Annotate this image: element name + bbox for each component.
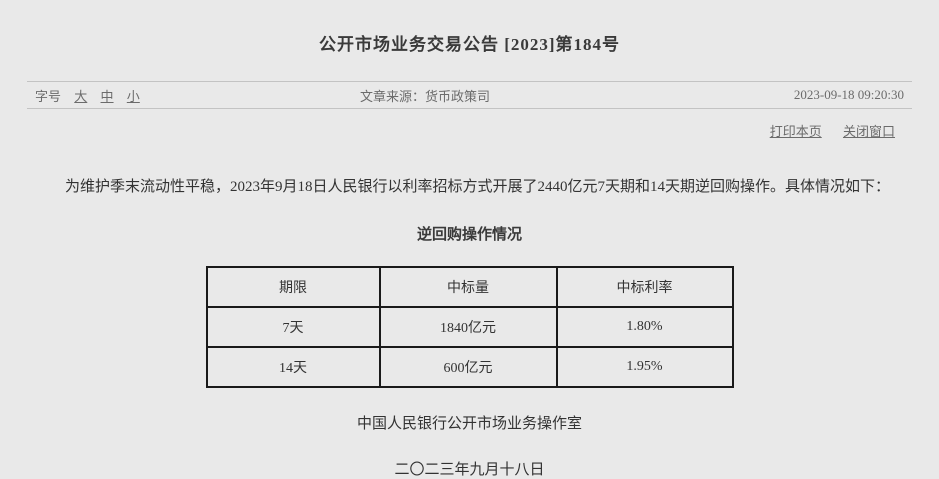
table-cell-term: 7天	[205, 305, 381, 348]
table-header-rate: 中标利率	[555, 265, 734, 308]
table-cell-rate: 1.80%	[555, 305, 734, 348]
signature: 中国人民银行公开市场业务操作室	[356, 415, 582, 432]
article-source: 文章来源：货币政策司	[360, 86, 794, 105]
table-row: 14天 600亿元 1.95%	[205, 345, 734, 388]
article-body: 为维护季末流动性平稳，2023年9月18日人民银行以利率招标方式开展了2440亿…	[65, 179, 891, 195]
font-size-switcher: 字号 大 中 小	[35, 86, 360, 105]
meta-bar: 字号 大 中 小 文章来源：货币政策司 2023-09-18 09:20:30	[27, 81, 912, 109]
operations-table: 期限 中标量 中标利率 7天 1840亿元 1.80% 14天 600亿元 1.…	[205, 265, 734, 388]
print-page-link[interactable]: 打印本页	[769, 124, 822, 139]
announcement-date: 二〇二三年九月十八日	[394, 461, 545, 478]
close-window-link[interactable]: 关闭窗口	[842, 124, 895, 139]
table-header-volume: 中标量	[378, 265, 558, 308]
table-cell-rate: 1.95%	[555, 345, 734, 388]
page-title: 公开市场业务交易公告 [2023]第184号	[318, 35, 621, 54]
table-cell-volume: 1840亿元	[378, 305, 558, 348]
table-row: 7天 1840亿元 1.80%	[205, 305, 734, 348]
article-source-label: 文章来源：	[360, 88, 426, 104]
font-size-option-medium[interactable]: 中	[100, 88, 114, 104]
font-size-option-small[interactable]: 小	[126, 88, 140, 104]
table-header-row: 期限 中标量 中标利率	[205, 265, 734, 308]
article-source-value: 货币政策司	[425, 88, 491, 104]
page-actions: 打印本页 关闭窗口	[0, 121, 895, 140]
table-header-term: 期限	[205, 265, 381, 308]
table-cell-term: 14天	[205, 345, 381, 388]
font-size-label: 字号	[35, 88, 62, 104]
table-cell-volume: 600亿元	[378, 345, 558, 388]
publish-timestamp: 2023-09-18 09:20:30	[793, 87, 904, 102]
table-title: 逆回购操作情况	[416, 226, 522, 243]
font-size-option-large[interactable]: 大	[74, 88, 88, 104]
